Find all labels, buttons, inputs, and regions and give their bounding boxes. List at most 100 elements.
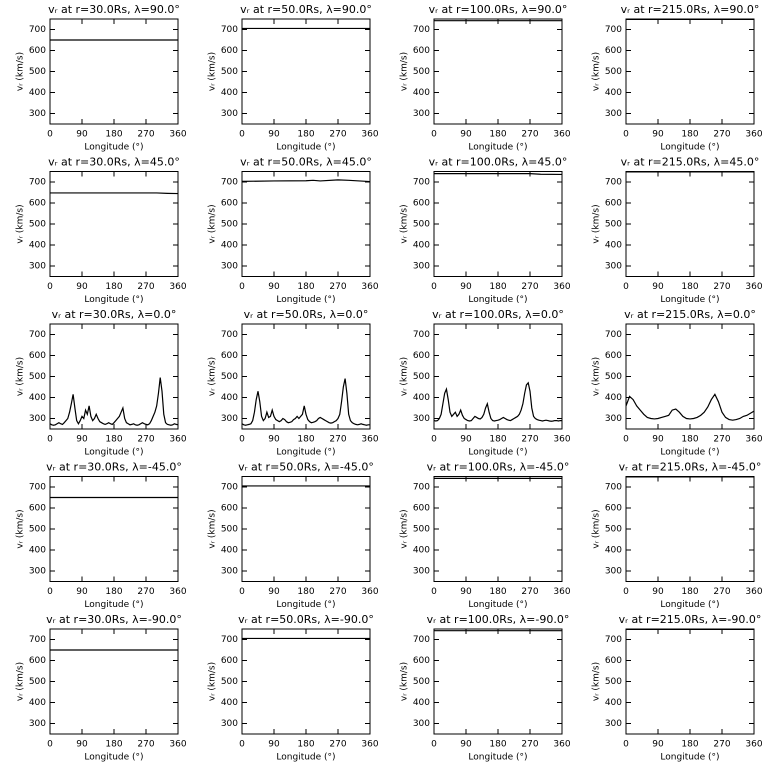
chart-title: vᵣ at r=215.0Rs, λ=90.0° bbox=[621, 3, 760, 16]
x-tick-label: 180 bbox=[105, 282, 122, 292]
y-tick-label: 300 bbox=[605, 567, 622, 577]
x-tick-label: 90 bbox=[652, 282, 664, 292]
chart-title: vᵣ at r=100.0Rs, λ=45.0° bbox=[429, 156, 568, 169]
y-tick-label: 400 bbox=[413, 88, 430, 98]
x-tick-label: 360 bbox=[361, 435, 378, 445]
x-tick-label: 360 bbox=[553, 740, 570, 750]
y-tick-label: 400 bbox=[413, 698, 430, 708]
x-tick-label: 360 bbox=[361, 130, 378, 140]
y-axis-label: vᵣ (km/s) bbox=[400, 357, 410, 396]
y-tick-label: 600 bbox=[221, 504, 238, 514]
x-tick-label: 270 bbox=[713, 587, 730, 597]
plot-frame bbox=[49, 171, 179, 277]
x-axis-label: Longitude (°) bbox=[660, 600, 719, 610]
data-line bbox=[241, 378, 370, 426]
y-tick-label: 400 bbox=[413, 546, 430, 556]
x-tick-label: 270 bbox=[521, 130, 538, 140]
x-axis-label: Longitude (°) bbox=[276, 143, 335, 153]
x-axis-label: Longitude (°) bbox=[660, 143, 719, 153]
chart-title: vᵣ at r=100.0Rs, λ=90.0° bbox=[429, 3, 568, 16]
x-axis-label: Longitude (°) bbox=[276, 600, 335, 610]
y-tick-label: 700 bbox=[605, 635, 622, 645]
y-tick-label: 600 bbox=[413, 351, 430, 361]
y-axis-label: vᵣ (km/s) bbox=[592, 509, 602, 548]
y-tick-label: 600 bbox=[413, 46, 430, 56]
y-axis-label: vᵣ (km/s) bbox=[592, 357, 602, 396]
y-tick-label: 500 bbox=[605, 220, 622, 230]
x-tick-label: 360 bbox=[169, 587, 186, 597]
y-tick-label: 400 bbox=[605, 393, 622, 403]
x-tick-label: 180 bbox=[489, 130, 506, 140]
y-tick-label: 500 bbox=[605, 372, 622, 382]
x-axis-label: Longitude (°) bbox=[84, 753, 143, 763]
chart-title: vᵣ at r=215.0Rs, λ=-90.0° bbox=[619, 613, 762, 626]
y-tick-label: 400 bbox=[605, 698, 622, 708]
y-tick-label: 300 bbox=[221, 567, 238, 577]
y-tick-label: 300 bbox=[221, 109, 238, 119]
y-tick-label: 700 bbox=[29, 178, 46, 188]
x-axis-label: Longitude (°) bbox=[84, 448, 143, 458]
x-tick-label: 270 bbox=[713, 282, 730, 292]
chart-title: vᵣ at r=50.0Rs, λ=-45.0° bbox=[238, 461, 374, 474]
x-tick-label: 270 bbox=[713, 130, 730, 140]
x-tick-label: 0 bbox=[239, 740, 245, 750]
y-tick-label: 400 bbox=[605, 88, 622, 98]
x-tick-label: 90 bbox=[460, 587, 472, 597]
x-tick-label: 180 bbox=[105, 130, 122, 140]
y-tick-label: 700 bbox=[605, 483, 622, 493]
x-tick-label: 90 bbox=[268, 282, 280, 292]
y-tick-label: 400 bbox=[413, 241, 430, 251]
x-tick-label: 0 bbox=[239, 587, 245, 597]
y-tick-label: 500 bbox=[605, 677, 622, 687]
y-tick-label: 400 bbox=[221, 393, 238, 403]
y-tick-label: 300 bbox=[413, 109, 430, 119]
y-axis-label: vᵣ (km/s) bbox=[208, 52, 218, 91]
y-axis-label: vᵣ (km/s) bbox=[208, 662, 218, 701]
y-tick-label: 700 bbox=[605, 25, 622, 35]
x-tick-label: 180 bbox=[681, 282, 698, 292]
plot-frame bbox=[625, 18, 755, 125]
y-axis-label: vᵣ (km/s) bbox=[208, 357, 218, 396]
y-tick-label: 500 bbox=[605, 525, 622, 535]
plot-frame bbox=[433, 323, 563, 430]
y-tick-label: 500 bbox=[29, 220, 46, 230]
x-tick-label: 270 bbox=[137, 587, 154, 597]
x-tick-label: 270 bbox=[521, 587, 538, 597]
x-tick-label: 0 bbox=[47, 435, 53, 445]
y-tick-label: 300 bbox=[221, 262, 238, 272]
y-tick-label: 500 bbox=[221, 220, 238, 230]
x-tick-label: 270 bbox=[521, 282, 538, 292]
y-tick-label: 700 bbox=[413, 483, 430, 493]
x-tick-label: 360 bbox=[361, 740, 378, 750]
x-tick-label: 360 bbox=[361, 587, 378, 597]
y-tick-label: 500 bbox=[413, 372, 430, 382]
y-tick-label: 600 bbox=[413, 199, 430, 209]
x-tick-label: 180 bbox=[297, 282, 314, 292]
y-tick-label: 300 bbox=[413, 567, 430, 577]
plot-frame bbox=[241, 18, 371, 125]
y-tick-label: 400 bbox=[605, 546, 622, 556]
x-tick-label: 0 bbox=[239, 282, 245, 292]
y-tick-label: 700 bbox=[605, 330, 622, 340]
x-tick-label: 270 bbox=[329, 435, 346, 445]
x-tick-label: 90 bbox=[652, 587, 664, 597]
y-tick-label: 600 bbox=[605, 656, 622, 666]
x-tick-label: 360 bbox=[745, 130, 762, 140]
y-tick-label: 300 bbox=[29, 414, 46, 424]
chart-title: vᵣ at r=50.0Rs, λ=90.0° bbox=[240, 3, 372, 16]
x-tick-label: 270 bbox=[521, 435, 538, 445]
x-tick-label: 360 bbox=[745, 282, 762, 292]
x-tick-label: 180 bbox=[681, 130, 698, 140]
y-tick-label: 700 bbox=[413, 635, 430, 645]
y-tick-label: 400 bbox=[29, 546, 46, 556]
y-axis-label: vᵣ (km/s) bbox=[592, 662, 602, 701]
y-tick-label: 400 bbox=[221, 241, 238, 251]
y-tick-label: 500 bbox=[413, 220, 430, 230]
chart-title: vᵣ at r=100.0Rs, λ=-45.0° bbox=[427, 461, 570, 474]
y-tick-label: 300 bbox=[29, 567, 46, 577]
x-tick-label: 0 bbox=[431, 740, 437, 750]
x-axis-label: Longitude (°) bbox=[468, 753, 527, 763]
y-tick-label: 300 bbox=[605, 109, 622, 119]
x-tick-label: 180 bbox=[681, 435, 698, 445]
chart-title: vᵣ at r=215.0Rs, λ=45.0° bbox=[621, 156, 760, 169]
